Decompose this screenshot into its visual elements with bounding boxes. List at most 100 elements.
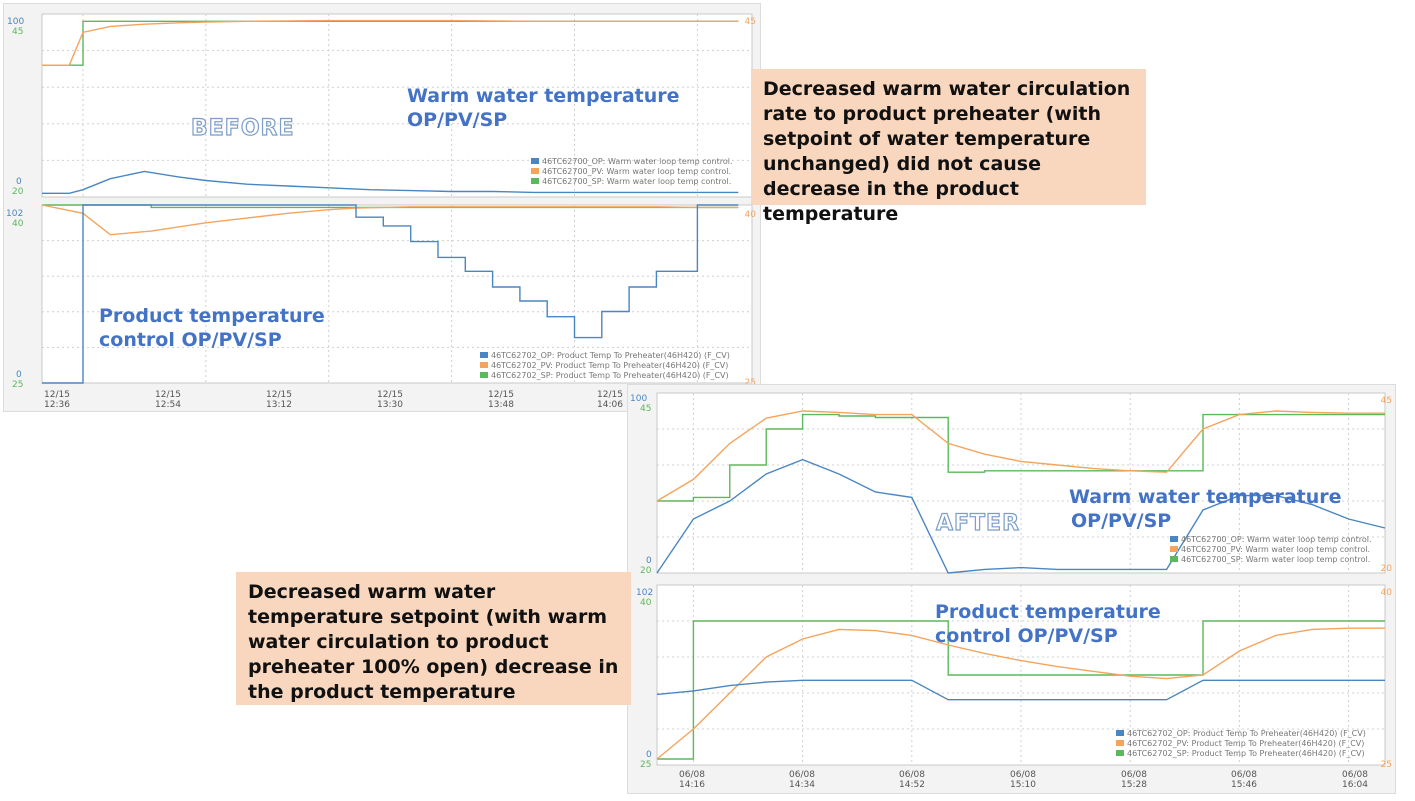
before-xtick-time: 13:12 bbox=[266, 400, 292, 410]
series-line-46tc62702-pv bbox=[41, 204, 739, 236]
series-line-46tc62702-sp bbox=[657, 620, 1385, 760]
after-xtick-date: 06/08 bbox=[899, 770, 925, 780]
before-xtick-date: 12/15 bbox=[377, 390, 403, 400]
after-bottom-right-max: 40 bbox=[1381, 588, 1393, 598]
after-xtick-date: 06/08 bbox=[1342, 770, 1368, 780]
legend-swatch-op bbox=[531, 158, 539, 164]
before-top-op-min: 0 bbox=[16, 177, 22, 187]
legend-swatch-sp bbox=[1116, 750, 1124, 756]
legend-swatch-sp bbox=[480, 372, 488, 378]
before-stamp: BEFORE bbox=[190, 115, 295, 141]
legend-swatch-op bbox=[1116, 730, 1124, 736]
legend-swatch-sp bbox=[531, 178, 539, 184]
after-top-sp-max: 45 bbox=[640, 404, 651, 414]
after-xtick-time: 15:28 bbox=[1121, 780, 1147, 790]
after-top-legend-sp: 46TC62700_SP: Warm water loop temp contr… bbox=[1181, 555, 1370, 564]
before-bottom-legend-pv: 46TC62702_PV: Product Temp To Preheater(… bbox=[491, 361, 728, 370]
before-top-sp-min: 20 bbox=[12, 187, 24, 197]
before-bottom-op-min: 0 bbox=[16, 370, 22, 380]
legend-swatch-sp bbox=[1170, 556, 1178, 562]
before-bottom-sp-max: 40 bbox=[12, 219, 24, 229]
before-xtick-date: 12/15 bbox=[266, 390, 292, 400]
legend-swatch-op bbox=[480, 352, 488, 358]
after-bottom-legend-op: 46TC62702_OP: Product Temp To Preheater(… bbox=[1127, 729, 1366, 738]
series-line-46tc62702-op bbox=[42, 204, 739, 384]
after-stamp: AFTER bbox=[935, 510, 1021, 536]
after-bottom-sp-max: 40 bbox=[640, 598, 652, 608]
after-top-legend-op: 46TC62700_OP: Warm water loop temp contr… bbox=[1181, 535, 1372, 544]
after-xtick-time: 14:34 bbox=[789, 780, 815, 790]
before-bottom-plot-area bbox=[41, 204, 753, 384]
before-top-legend-sp: 46TC62700_SP: Warm water loop temp contr… bbox=[542, 177, 731, 186]
after-bottom-op-min: 0 bbox=[646, 750, 652, 760]
after-xtick-time: 14:16 bbox=[679, 780, 705, 790]
before-xtick-date: 12/15 bbox=[155, 390, 181, 400]
before-xtick-date: 12/15 bbox=[488, 390, 514, 400]
before-xtick-time: 13:48 bbox=[488, 400, 514, 410]
before-chart-panel: 100 45 0 20 45 102 40 0 25 40 25 12/15 1… bbox=[3, 3, 761, 412]
before-annotation-note: Decreased warm water circulation rate to… bbox=[751, 69, 1146, 225]
before-bottom-label-line: Product temperature bbox=[99, 305, 325, 327]
legend-swatch-pv bbox=[480, 362, 488, 368]
before-bottom-label-line: control OP/PV/SP bbox=[99, 329, 282, 351]
series-line-46tc62700-op bbox=[656, 458, 1386, 574]
after-bottom-series-label: Product temperature control OP/PV/SP bbox=[935, 600, 1161, 648]
series-line-46tc62700-op bbox=[42, 170, 739, 194]
series-line-46tc62702-op bbox=[656, 679, 1385, 701]
after-chart-panel: 100 45 0 20 45 20 102 40 0 25 40 25 06/0… bbox=[627, 384, 1396, 794]
after-top-sp-min: 20 bbox=[640, 566, 652, 576]
before-bottom-legend-op: 46TC62702_OP: Product Temp To Preheater(… bbox=[491, 351, 730, 360]
after-bottom-op-max: 102 bbox=[636, 588, 653, 598]
legend-swatch-op bbox=[1170, 536, 1178, 542]
after-top-label-line: OP/PV/SP bbox=[1071, 510, 1172, 532]
after-top-right-min: 20 bbox=[1381, 564, 1393, 574]
after-xtick-date: 06/08 bbox=[1231, 770, 1257, 780]
after-bottom-legend-pv: 46TC62702_PV: Product Temp To Preheater(… bbox=[1127, 739, 1364, 748]
before-top-legend-op: 46TC62700_OP: Warm water loop temp contr… bbox=[542, 157, 733, 166]
before-bottom-sp-min: 25 bbox=[12, 380, 23, 390]
before-xtick-time: 13:30 bbox=[377, 400, 403, 410]
before-top-sp-max: 45 bbox=[12, 27, 23, 37]
before-bottom-right-max: 40 bbox=[745, 210, 757, 220]
before-xtick-date: 12/15 bbox=[44, 390, 70, 400]
before-top-legend-pv: 46TC62700_PV: Warm water loop temp contr… bbox=[542, 167, 731, 176]
before-xtick-time: 12:54 bbox=[155, 400, 181, 410]
after-xtick-date: 06/08 bbox=[1010, 770, 1036, 780]
before-top-plot-area bbox=[41, 13, 753, 198]
before-xtick-time: 12:36 bbox=[44, 400, 70, 410]
after-top-op-max: 100 bbox=[630, 394, 647, 404]
after-xtick-time: 14:52 bbox=[899, 780, 925, 790]
before-top-right-max: 45 bbox=[745, 17, 756, 27]
after-annotation-note: Decreased warm water temperature setpoin… bbox=[236, 572, 631, 705]
after-top-op-min: 0 bbox=[646, 556, 652, 566]
after-top-legend-pv: 46TC62700_PV: Warm water loop temp contr… bbox=[1181, 545, 1370, 554]
after-xtick-date: 06/08 bbox=[789, 770, 815, 780]
before-top-series-label: Warm water temperature OP/PV/SP bbox=[407, 84, 680, 132]
before-bottom-op-max: 102 bbox=[6, 209, 23, 219]
after-top-series-label: Warm water temperature OP/PV/SP bbox=[1069, 485, 1342, 533]
before-bottom-legend-sp: 46TC62702_SP: Product Temp To Preheater(… bbox=[491, 371, 729, 380]
series-line-46tc62700-pv bbox=[42, 19, 739, 66]
legend-swatch-pv bbox=[1116, 740, 1124, 746]
before-bottom-series-label: Product temperature control OP/PV/SP bbox=[99, 304, 325, 352]
after-xtick-time: 15:10 bbox=[1010, 780, 1036, 790]
legend-swatch-pv bbox=[531, 168, 539, 174]
after-chart-svg: 100 45 0 20 45 20 102 40 0 25 40 25 06/0… bbox=[630, 392, 1393, 790]
after-bottom-right-min: 25 bbox=[1381, 760, 1392, 770]
before-xtick-date: 12/15 bbox=[597, 390, 623, 400]
after-xtick-date: 06/08 bbox=[1121, 770, 1147, 780]
series-line-46tc62702-pv bbox=[656, 627, 1385, 760]
after-bottom-legend-sp: 46TC62702_SP: Product Temp To Preheater(… bbox=[1127, 749, 1365, 758]
before-top-label-line: OP/PV/SP bbox=[407, 109, 508, 131]
after-top-label-line: Warm water temperature bbox=[1069, 486, 1342, 508]
after-top-right-max: 45 bbox=[1381, 396, 1392, 406]
before-xtick-time: 14:06 bbox=[597, 400, 623, 410]
before-bottom-right-min: 25 bbox=[745, 378, 756, 388]
legend-swatch-pv bbox=[1170, 546, 1178, 552]
before-top-label-line: Warm water temperature bbox=[407, 85, 680, 107]
after-xtick-time: 16:04 bbox=[1342, 780, 1368, 790]
before-top-op-max: 100 bbox=[7, 17, 24, 27]
after-bottom-label-line: Product temperature bbox=[935, 601, 1161, 623]
after-xtick-date: 06/08 bbox=[679, 770, 705, 780]
after-bottom-sp-min: 25 bbox=[640, 760, 651, 770]
